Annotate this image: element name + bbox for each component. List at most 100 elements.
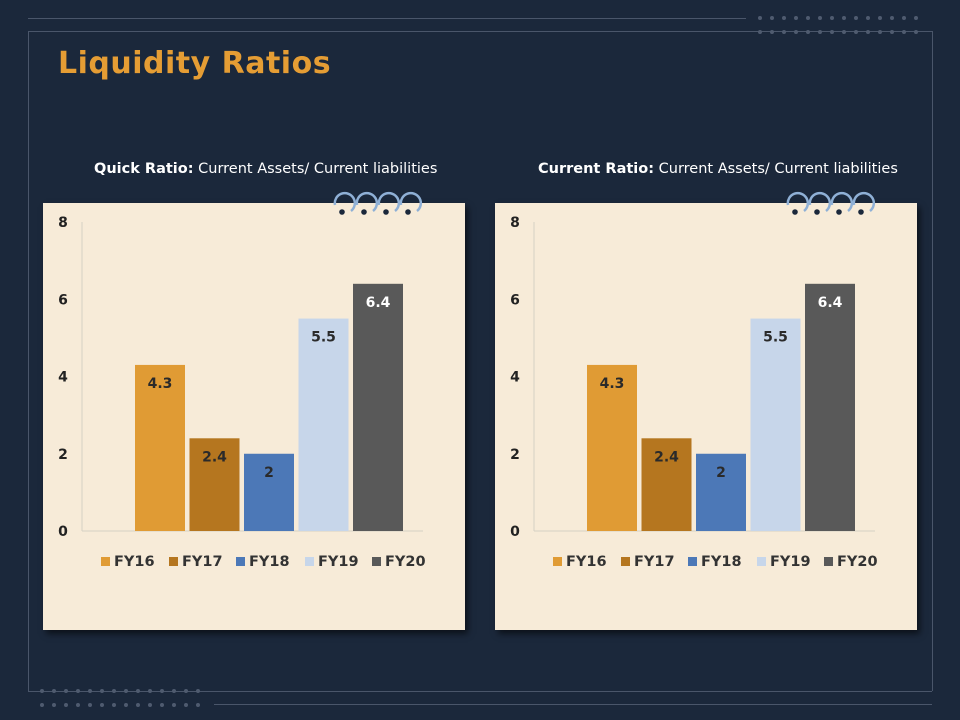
decor-dot [866,30,870,34]
binder-ring-icon [786,191,810,212]
decor-dot [866,16,870,20]
bar-fy19 [750,318,801,531]
current-ratio-chart-card: 0 2 4 6 8 4.3 2.4 2 5.5 6.4 FY16 FY17 FY18 FY19 FY20 [495,203,917,630]
bar-value-label: 4.3 [600,376,625,392]
legend-swatch [824,557,833,566]
bar-value-label: 2 [264,465,274,481]
binder-hole-icon [405,209,411,215]
current-ratio-chart: 0 2 4 6 8 4.3 2.4 2 5.5 6.4 FY16 FY17 FY18 FY19 FY20 [510,215,878,570]
decor-dot [878,30,882,34]
decor-dot [160,689,164,693]
decor-dot [172,689,176,693]
dot-pattern-bottom-left [40,689,208,707]
quick-ratio-chart: 0 2 4 6 8 4.3 2.4 2 5.5 6.4 FY16 FY17 FY18 FY19 FY20 [58,215,426,570]
bar-value-label: 6.4 [818,295,843,311]
decor-dot [100,703,104,707]
decor-dot [782,16,786,20]
decor-dot [184,703,188,707]
decor-dot [890,30,894,34]
y-tick-label: 2 [58,447,68,463]
frame-right-line [932,31,933,691]
binder-rings-icon [786,191,876,215]
legend-label: FY19 [318,554,359,570]
binder-ring-icon [852,191,876,212]
binder-hole-icon [383,209,389,215]
caption-bold: Quick Ratio: [94,161,194,177]
decor-dot [890,16,894,20]
decor-dot [160,703,164,707]
y-tick-label: 8 [510,215,520,231]
decor-dot [806,30,810,34]
decor-dot [854,16,858,20]
legend-swatch [372,557,381,566]
decor-dot [52,703,56,707]
decor-dot [112,689,116,693]
binder-hole-icon [836,209,842,215]
decor-dot [196,703,200,707]
decor-dot [830,16,834,20]
decor-dot [172,703,176,707]
decor-dot [794,16,798,20]
legend-label: FY18 [701,554,742,570]
legend-swatch [621,557,630,566]
legend-swatch [101,557,110,566]
decor-dot [40,703,44,707]
binder-ring-icon [355,191,379,212]
decor-dot [794,30,798,34]
decor-dot [184,689,188,693]
decor-dot [100,689,104,693]
y-tick-label: 2 [510,447,520,463]
legend-label: FY20 [385,554,426,570]
caption-text: Current Assets/ Current liabilities [198,161,438,177]
y-tick-label: 4 [510,370,520,386]
bar-fy20 [805,283,855,531]
bar-value-label: 5.5 [763,330,788,346]
legend-swatch [553,557,562,566]
decor-dot [88,689,92,693]
bar-fy17 [189,438,240,531]
legend-swatch [305,557,314,566]
decor-dot [136,689,140,693]
bar-value-label: 5.5 [311,330,336,346]
legend-label: FY17 [634,554,675,570]
decor-dot [770,30,774,34]
bar-value-label: 2.4 [202,449,227,465]
bar-fy16 [587,364,637,531]
quick-ratio-chart-card: 0 2 4 6 8 4.3 2.4 2 5.5 6.4 FY16 FY17 FY18 FY19 FY20 [43,203,465,630]
bar-value-label: 2 [716,465,726,481]
binder-hole-icon [339,209,345,215]
decor-dot [64,703,68,707]
bar-value-label: 6.4 [366,295,391,311]
legend-label: FY17 [182,554,223,570]
legend-swatch [236,557,245,566]
decor-dot [758,16,762,20]
bar-fy18 [244,453,294,531]
legend-label: FY20 [837,554,878,570]
binder-ring-icon [808,191,832,212]
legend-swatch [688,557,697,566]
decor-dot [902,16,906,20]
y-tick-label: 0 [58,524,68,540]
decor-dot [136,703,140,707]
decor-dot [818,16,822,20]
decor-dot [76,703,80,707]
decor-dot [40,689,44,693]
decor-dot [148,689,152,693]
decor-dot [854,30,858,34]
caption-bold: Current Ratio: [538,161,655,177]
legend-label: FY16 [114,554,155,570]
decor-dot [112,703,116,707]
y-tick-label: 4 [58,370,68,386]
binder-ring-icon [333,191,357,212]
bar-fy20 [353,283,403,531]
decor-dot [914,30,918,34]
decor-dot [878,16,882,20]
decor-dot [758,30,762,34]
y-tick-label: 8 [58,215,68,231]
bar-fy19 [298,318,349,531]
decor-dot [76,689,80,693]
binder-rings-icon [333,191,423,215]
legend-label: FY16 [566,554,607,570]
decor-dot [902,30,906,34]
decor-dot [64,689,68,693]
